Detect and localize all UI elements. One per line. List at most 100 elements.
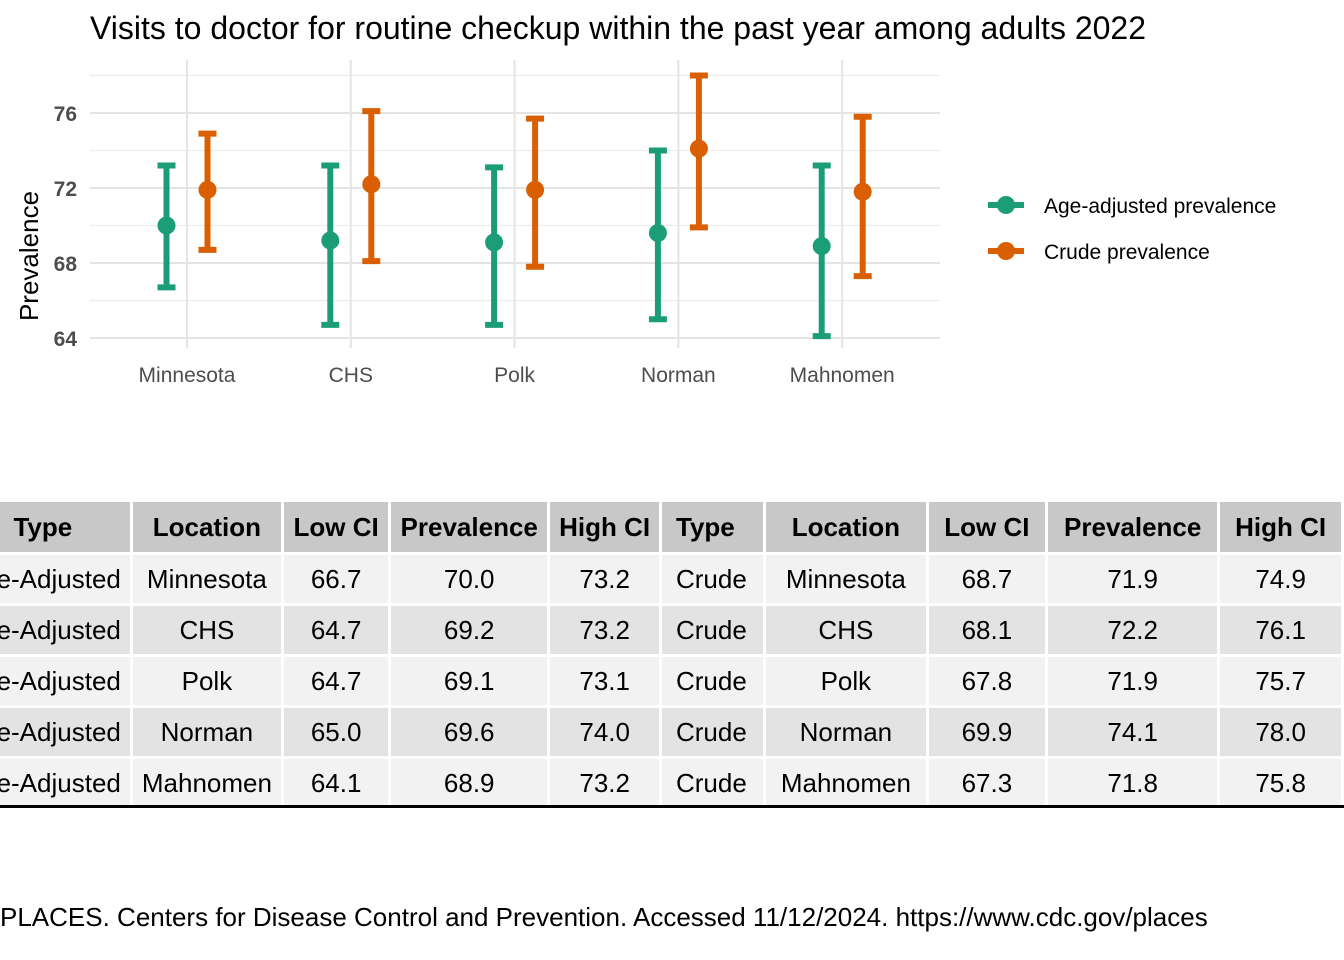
- table-cell: Minnesota: [764, 552, 929, 605]
- series-0: [157, 147, 831, 340]
- data-point: [812, 237, 831, 256]
- source-caption: PLACES. Centers for Disease Control and …: [0, 902, 1208, 932]
- table-cell: Mahnomen: [131, 756, 285, 807]
- legend: Age-adjusted prevalence Crude prevalence: [988, 195, 1276, 264]
- table-cell: 69.1: [389, 654, 551, 707]
- table-cell: Minnesota: [131, 552, 285, 605]
- table-cell: Norman: [764, 705, 929, 758]
- y-tick-label: 68: [54, 253, 78, 276]
- legend-item: Crude prevalence: [988, 241, 1210, 264]
- data-point: [321, 231, 340, 250]
- data-point: [648, 224, 667, 242]
- table-cell: 73.1: [548, 654, 662, 707]
- x-tick-label: CHS: [329, 364, 373, 387]
- legend-item: Age-adjusted prevalence: [988, 195, 1276, 218]
- column-header: High CI: [1218, 502, 1344, 554]
- series-1: [198, 72, 872, 280]
- y-tick-labels: 64 68 72 76: [54, 103, 78, 351]
- table-cell: 65.0: [282, 705, 392, 758]
- legend-label: Crude prevalence: [1044, 241, 1210, 264]
- table-cell: 72.2: [1046, 603, 1221, 656]
- legend-label: Age-adjusted prevalence: [1044, 195, 1276, 218]
- column-header: Type: [0, 502, 133, 554]
- y-tick-label: 72: [54, 178, 77, 201]
- table-crude: Type Location Low CI Prevalence High CI Crud…: [662, 502, 1344, 808]
- y-tick-label: 64: [54, 328, 78, 351]
- series-layer: [157, 72, 872, 340]
- table-cell: 75.7: [1218, 654, 1344, 707]
- table-cell: Crude: [662, 552, 767, 605]
- data-point: [362, 175, 381, 194]
- table-cell: 69.9: [927, 705, 1049, 758]
- table-cell: 69.2: [389, 603, 551, 656]
- table-row: Crude CHS 68.1 72.2 76.1: [662, 603, 1344, 656]
- table-cell: Crude: [662, 654, 767, 707]
- table-cell: 73.2: [548, 603, 662, 656]
- column-header: Location: [764, 502, 929, 554]
- table-cell: 66.7: [282, 552, 392, 605]
- table-cell: Age-Adjusted: [0, 603, 133, 656]
- table-cell: 75.8: [1218, 756, 1344, 807]
- table-cell: Polk: [764, 654, 929, 707]
- table-cell: 74.9: [1218, 552, 1344, 605]
- table-cell: Crude: [662, 603, 767, 656]
- column-header: Prevalence: [389, 502, 551, 554]
- table-cell: 67.3: [927, 756, 1049, 807]
- column-header: Low CI: [282, 502, 392, 554]
- table-cell: Crude: [662, 705, 767, 758]
- table-row: Crude Minnesota 68.7 71.9 74.9: [662, 552, 1344, 605]
- table-cell: 64.1: [282, 756, 392, 807]
- table-row: Crude Norman 69.9 74.1 78.0: [662, 705, 1344, 758]
- grid-major: [90, 60, 940, 348]
- table-cell: CHS: [764, 603, 929, 656]
- table-cell: 70.0: [389, 552, 551, 605]
- y-axis-label: Prevalence: [14, 191, 44, 321]
- table-cell: 69.6: [389, 705, 551, 758]
- column-header: Prevalence: [1046, 502, 1221, 554]
- table-cell: 67.8: [927, 654, 1049, 707]
- data-point: [157, 216, 176, 235]
- table-cell: Age-Adjusted: [0, 705, 133, 758]
- table-cell: Age-Adjusted: [0, 756, 133, 807]
- column-header: Type: [662, 502, 767, 554]
- table-cell: 68.1: [927, 603, 1049, 656]
- table-cell: 68.9: [389, 756, 551, 807]
- column-header: Low CI: [927, 502, 1049, 554]
- table-cell: 78.0: [1218, 705, 1344, 758]
- table-cell: 64.7: [282, 654, 392, 707]
- data-point: [526, 180, 545, 199]
- x-tick-label: Minnesota: [139, 364, 236, 387]
- legend-key-point: [997, 242, 1015, 260]
- table-header-row: Type Location Low CI Prevalence High CI: [0, 502, 662, 554]
- chart-title: Visits to doctor for routine checkup wit…: [90, 10, 1147, 46]
- y-tick-label: 76: [54, 103, 77, 126]
- data-point: [485, 233, 504, 252]
- x-tick-labels: Minnesota CHS Polk Norman Mahnomen: [139, 364, 895, 387]
- table-cell: Age-Adjusted: [0, 654, 133, 707]
- table-cell: 71.8: [1046, 756, 1221, 807]
- table-cell: 74.1: [1046, 705, 1221, 758]
- table-bottom-rule: [0, 805, 1344, 808]
- table-row: Crude Mahnomen 67.3 71.8 75.8: [662, 756, 1344, 807]
- column-header: Location: [131, 502, 285, 554]
- x-tick-label: Polk: [494, 364, 535, 387]
- table-cell: Norman: [131, 705, 285, 758]
- table-cell: Age-Adjusted: [0, 552, 133, 605]
- column-header: High CI: [548, 502, 662, 554]
- table-row: Crude Polk 67.8 71.9 75.7: [662, 654, 1344, 707]
- table-cell: 71.9: [1046, 552, 1221, 605]
- table-cell: Crude: [662, 756, 767, 807]
- x-tick-label: Norman: [641, 364, 716, 387]
- table-cell: 76.1: [1218, 603, 1344, 656]
- table-cell: Polk: [131, 654, 285, 707]
- table-cell: 71.9: [1046, 654, 1221, 707]
- table-cell: 74.0: [548, 705, 662, 758]
- legend-key-point: [997, 196, 1015, 214]
- table-cell: Mahnomen: [764, 756, 929, 807]
- data-point: [689, 139, 708, 158]
